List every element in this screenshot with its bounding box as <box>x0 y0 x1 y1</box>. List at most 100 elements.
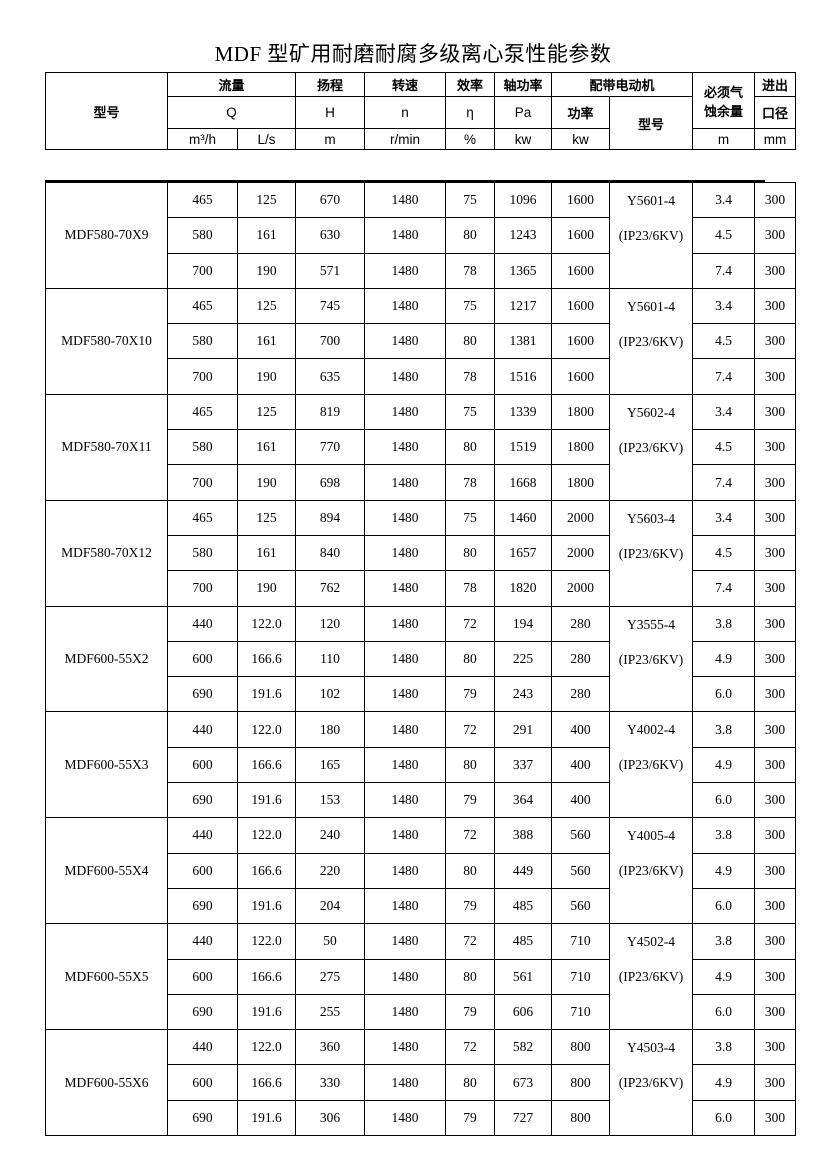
efficiency-cell: 80 <box>445 323 495 360</box>
motor-model-cell: Y3555-4 (IP23/6KV) <box>609 605 693 713</box>
flow-m3h-cell: 440 <box>167 1029 238 1066</box>
shaft-power-cell: 291 <box>494 711 552 748</box>
head-cell: 819 <box>295 393 365 431</box>
motor-model-cell: Y4002-4 (IP23/6KV) <box>609 711 693 819</box>
table-row: 700 190 698 1480 78 1668 1800 7.4 300 <box>46 464 796 501</box>
model-cell: MDF580-70X9 <box>45 182 168 289</box>
diameter-cell: 300 <box>754 852 796 889</box>
head-cell: 635 <box>295 358 365 395</box>
motor-protection: (IP23/6KV) <box>618 757 684 773</box>
npsh-cell: 4.5 <box>692 534 755 572</box>
speed-cell: 1480 <box>364 605 446 642</box>
flow-ls-cell: 191.6 <box>237 1099 296 1137</box>
shaft-power-cell: 1339 <box>494 393 552 431</box>
flow-ls-cell: 190 <box>237 358 296 395</box>
efficiency-cell: 78 <box>445 464 495 501</box>
npsh-cell: 7.4 <box>692 252 755 289</box>
flow-ls-cell: 190 <box>237 464 296 501</box>
motor-model-cell: Y4005-4 (IP23/6KV) <box>609 817 693 925</box>
shaft-power-cell: 1243 <box>494 217 552 254</box>
npsh-cell: 6.0 <box>692 782 755 819</box>
speed-cell: 1480 <box>364 464 446 501</box>
shaft-power-cell: 388 <box>494 817 552 854</box>
model-cell: MDF580-70X11 <box>45 393 168 501</box>
head-cell: 50 <box>295 923 365 960</box>
motor-power-cell: 1600 <box>551 181 610 219</box>
header-model: 型号 <box>45 72 168 150</box>
flow-m3h-cell: 580 <box>167 323 238 360</box>
motor-power-cell: 710 <box>551 923 610 960</box>
unit-mp: kw <box>551 128 611 150</box>
efficiency-cell: 80 <box>445 1064 495 1101</box>
motor-model: Y4002-4 <box>627 722 675 738</box>
efficiency-cell: 75 <box>445 499 495 536</box>
speed-cell: 1480 <box>364 993 446 1031</box>
motor-power-cell: 400 <box>551 746 610 784</box>
motor-power-cell: 1800 <box>551 464 610 501</box>
diameter-cell: 300 <box>754 887 796 925</box>
head-cell: 700 <box>295 323 365 360</box>
motor-power-cell: 1600 <box>551 217 610 254</box>
shaft-power-cell: 1217 <box>494 287 552 325</box>
model-cell: MDF600-55X4 <box>45 817 168 925</box>
motor-model: Y4005-4 <box>627 828 675 844</box>
diameter-cell: 300 <box>754 993 796 1031</box>
table-row: 600 166.6 165 1480 80 337 400 4.9 300 <box>46 746 796 784</box>
head-cell: 840 <box>295 534 365 572</box>
flow-m3h-cell: 580 <box>167 429 238 466</box>
motor-model-cell: Y5603-4 (IP23/6KV) <box>609 499 693 607</box>
flow-ls-cell: 125 <box>237 393 296 431</box>
head-cell: 180 <box>295 711 365 748</box>
motor-protection: (IP23/6KV) <box>618 969 684 985</box>
flow-ls-cell: 166.6 <box>237 852 296 889</box>
table-row: 690 191.6 153 1480 79 364 400 6.0 300 <box>46 782 796 819</box>
motor-power-cell: 800 <box>551 1064 610 1101</box>
table-row: 580 161 700 1480 80 1381 1600 4.5 300 <box>46 323 796 360</box>
shaft-power-cell: 225 <box>494 640 552 678</box>
model-cell: MDF600-55X3 <box>45 711 168 819</box>
shaft-power-cell: 1096 <box>494 181 552 219</box>
motor-power-cell: 280 <box>551 640 610 678</box>
flow-m3h-cell: 600 <box>167 746 238 784</box>
head-cell: 630 <box>295 217 365 254</box>
shaft-power-cell: 1460 <box>494 499 552 536</box>
motor-model: Y4502-4 <box>627 934 675 950</box>
efficiency-cell: 75 <box>445 181 495 219</box>
head-cell: 204 <box>295 887 365 925</box>
table-row: MDF580-70X11 465 125 819 1480 75 1339 1800 Y5602… <box>45 393 796 501</box>
motor-power-cell: 2000 <box>551 570 610 607</box>
flow-m3h-cell: 465 <box>167 181 238 219</box>
shaft-power-cell: 485 <box>494 923 552 960</box>
shaft-power-cell: 337 <box>494 746 552 784</box>
flow-m3h-cell: 690 <box>167 1099 238 1137</box>
diameter-cell: 300 <box>754 499 796 536</box>
unit-q2: L/s <box>236 128 297 150</box>
flow-ls-cell: 125 <box>237 181 296 219</box>
shaft-power-cell: 582 <box>494 1029 552 1066</box>
efficiency-cell: 80 <box>445 217 495 254</box>
flow-m3h-cell: 690 <box>167 782 238 819</box>
motor-power-cell: 1800 <box>551 429 610 466</box>
diameter-cell: 300 <box>754 746 796 784</box>
speed-cell: 1480 <box>364 676 446 713</box>
flow-m3h-cell: 690 <box>167 887 238 925</box>
flow-m3h-cell: 465 <box>167 499 238 536</box>
motor-power-cell: 560 <box>551 817 610 854</box>
shaft-power-cell: 1381 <box>494 323 552 360</box>
head-cell: 255 <box>295 993 365 1031</box>
header-table: 型号 流量 扬程 转速 效率 轴功率 配带电动机 必须气 蚀余量 进出 Q H n… <box>45 72 797 150</box>
flow-m3h-cell: 600 <box>167 958 238 995</box>
flow-m3h-cell: 580 <box>167 534 238 572</box>
table-row: MDF600-55X3 440 122.0 180 1480 72 291 400 Y4002-… <box>45 711 796 819</box>
header-motor-model: 型号 <box>609 96 694 150</box>
unit-pa: kw <box>494 128 553 150</box>
table-row: 690 191.6 255 1480 79 606 710 6.0 300 <box>46 993 796 1031</box>
flow-ls-cell: 122.0 <box>237 1029 296 1066</box>
shaft-power-cell: 1668 <box>494 464 552 501</box>
motor-power-cell: 1600 <box>551 287 610 325</box>
head-cell: 745 <box>295 287 365 325</box>
flow-m3h-cell: 700 <box>167 252 238 289</box>
header-flow: 流量 <box>166 72 297 97</box>
flow-ls-cell: 125 <box>237 499 296 536</box>
diameter-cell: 300 <box>754 464 796 501</box>
